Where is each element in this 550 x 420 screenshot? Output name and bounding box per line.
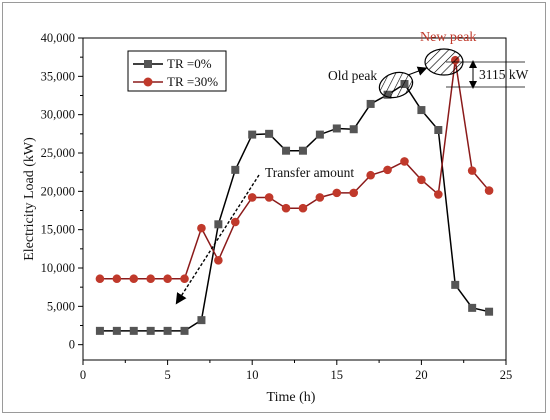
data-point-tr0 bbox=[129, 326, 138, 335]
x-tick-label: 15 bbox=[331, 368, 344, 382]
data-point-tr30 bbox=[230, 217, 240, 227]
legend-label-tr0: TR =0% bbox=[167, 56, 212, 71]
data-point-tr30 bbox=[146, 274, 155, 284]
data-point-tr0 bbox=[485, 307, 494, 316]
data-point-tr0 bbox=[332, 124, 341, 133]
data-point-tr0 bbox=[434, 126, 443, 134]
x-tick-label: 25 bbox=[500, 368, 513, 382]
data-point-tr0 bbox=[180, 326, 189, 335]
data-point-tr30 bbox=[417, 175, 426, 185]
y-tick-label: 30,000 bbox=[41, 108, 75, 122]
x-tick-label: 0 bbox=[80, 368, 86, 382]
data-point-tr30 bbox=[112, 274, 122, 284]
data-point-tr30 bbox=[180, 274, 189, 284]
data-point-tr0 bbox=[95, 326, 104, 335]
old-peak-ellipse bbox=[378, 71, 414, 99]
data-point-tr0 bbox=[468, 303, 477, 312]
legend-item-tr0: TR =0% bbox=[133, 56, 212, 71]
legend-marker-square bbox=[144, 60, 152, 68]
annotation-new-peak: New peak bbox=[407, 30, 476, 76]
data-point-tr0 bbox=[315, 130, 324, 139]
data-point-tr0 bbox=[417, 106, 426, 115]
data-point-tr0 bbox=[265, 129, 274, 138]
data-point-tr30 bbox=[129, 274, 139, 284]
data-point-tr0 bbox=[197, 316, 206, 325]
data-point-tr30 bbox=[264, 193, 274, 202]
data-point-tr30 bbox=[434, 190, 443, 199]
data-point-tr30 bbox=[315, 193, 325, 202]
y-tick-label: 35,000 bbox=[41, 69, 75, 83]
old-peak-label: Old peak bbox=[328, 68, 377, 83]
data-point-tr0 bbox=[248, 130, 257, 139]
y-tick-label: 10,000 bbox=[41, 261, 75, 275]
y-tick-label: 0 bbox=[69, 338, 75, 352]
data-point-tr0 bbox=[298, 146, 307, 155]
y-tick-label: 25,000 bbox=[41, 146, 75, 160]
annotation-transfer: Transfer amount bbox=[175, 165, 354, 305]
y-tick-label: 20,000 bbox=[41, 184, 75, 198]
line-chart: 0 5,000 10,000 15,000 20,000 25,000 30,000 35,0… bbox=[22, 30, 529, 405]
data-point-tr30 bbox=[298, 203, 308, 213]
data-point-tr30 bbox=[332, 188, 342, 198]
legend: TR =0% TR =30% bbox=[127, 50, 227, 92]
data-point-tr30 bbox=[281, 203, 291, 213]
data-point-tr30 bbox=[349, 188, 359, 198]
x-tick-label: 20 bbox=[415, 368, 428, 382]
data-point-tr30 bbox=[383, 165, 392, 175]
legend-marker-circle bbox=[143, 77, 153, 87]
new-peak-label: New peak bbox=[420, 30, 476, 45]
y-tick-label: 40,000 bbox=[41, 31, 75, 45]
y-axis-title: Electricity Load (kW) bbox=[22, 137, 37, 261]
data-point-tr0 bbox=[349, 125, 358, 134]
y-tick-label: 5,000 bbox=[47, 299, 75, 313]
data-point-tr30 bbox=[400, 157, 409, 166]
annotation-difference: 3115 kW bbox=[446, 60, 529, 89]
data-point-tr30 bbox=[163, 274, 172, 284]
data-point-tr0 bbox=[163, 326, 172, 335]
data-point-tr30 bbox=[247, 193, 257, 202]
data-point-tr0 bbox=[112, 326, 121, 335]
difference-label: 3115 kW bbox=[479, 67, 529, 82]
transfer-amount-label: Transfer amount bbox=[265, 165, 354, 180]
data-point-tr0 bbox=[366, 99, 375, 108]
annotation-old-peak: Old peak bbox=[328, 68, 414, 99]
x-tick-label: 10 bbox=[246, 368, 259, 382]
transfer-arrow bbox=[175, 174, 260, 305]
data-point-tr30 bbox=[197, 223, 206, 233]
old-to-new-arrow bbox=[407, 66, 428, 76]
legend-item-tr30: TR =30% bbox=[133, 74, 218, 89]
chart-frame: 0 5,000 10,000 15,000 20,000 25,000 30,000 35,0… bbox=[2, 2, 546, 413]
data-point-tr0 bbox=[146, 326, 155, 335]
data-point-tr30 bbox=[467, 166, 477, 175]
data-point-tr30 bbox=[366, 170, 375, 180]
data-point-tr30 bbox=[95, 274, 105, 284]
series-line-tr0 bbox=[99, 82, 490, 332]
x-axis-title: Time (h) bbox=[267, 390, 316, 405]
legend-label-tr30: TR =30% bbox=[167, 74, 218, 89]
data-point-tr30 bbox=[484, 186, 494, 195]
x-tick-label: 5 bbox=[164, 368, 170, 382]
data-point-tr0 bbox=[282, 146, 291, 155]
data-point-tr0 bbox=[231, 165, 240, 174]
y-tick-label: 15,000 bbox=[41, 223, 75, 237]
data-point-tr0 bbox=[451, 280, 460, 289]
data-point-tr30 bbox=[214, 256, 223, 265]
data-point-tr0 bbox=[214, 220, 223, 229]
